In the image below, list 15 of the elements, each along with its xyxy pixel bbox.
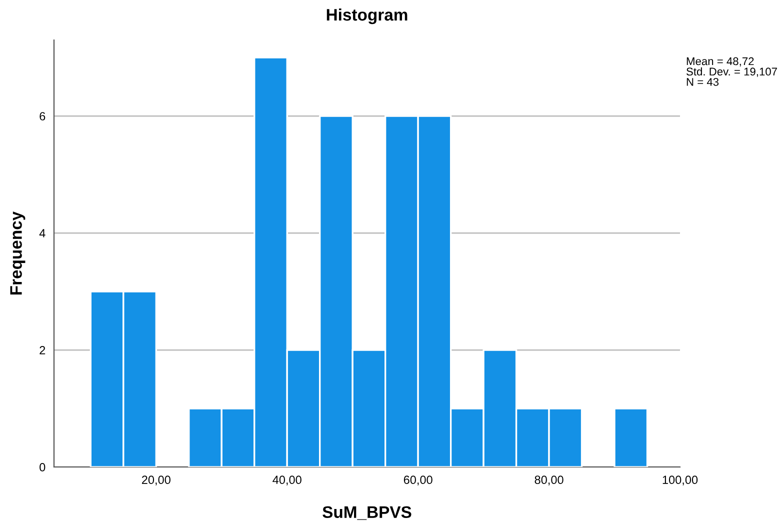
- x-tick-label: 40,00: [272, 476, 302, 486]
- y-tick-label: 4: [39, 229, 46, 238]
- text: N = 43: [686, 78, 719, 86]
- y-axis-title: Frequency: [10, 211, 26, 295]
- x-axis-title: SuM_BPVS: [322, 506, 412, 520]
- x-tick-label: 60,00: [404, 476, 432, 486]
- text: Std. Dev. = 19,107: [686, 67, 777, 77]
- x-tick-label: 100,00: [662, 476, 698, 486]
- y-tick-label: 2: [40, 346, 46, 354]
- chart-title: Histogram: [326, 8, 408, 24]
- y-tick-label: 6: [40, 112, 46, 120]
- x-tick-label: 80,00: [534, 476, 564, 486]
- y-tick-label: 0: [40, 463, 46, 472]
- text: Mean = 48,72: [686, 57, 754, 66]
- x-tick-label: 20,00: [142, 476, 170, 486]
